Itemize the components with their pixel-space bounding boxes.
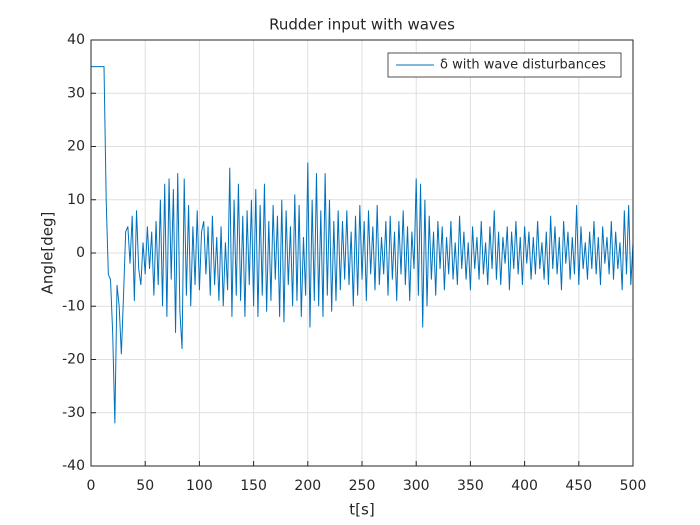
plot-frame xyxy=(90,39,634,467)
chart-title: Rudder input with waves xyxy=(269,16,455,34)
legend-label: δ with wave disturbances xyxy=(440,58,606,73)
y-tick-label: -10 xyxy=(62,298,85,314)
x-tick-label: 500 xyxy=(620,478,647,494)
x-axis-label: t[s] xyxy=(349,501,374,519)
x-tick-label: 150 xyxy=(240,478,267,494)
x-tick-label: 400 xyxy=(511,478,538,494)
y-axis-label: Angle[deg] xyxy=(39,212,57,295)
x-tick-label: 350 xyxy=(457,478,484,494)
x-tick-label: 250 xyxy=(349,478,376,494)
y-tick-label: -20 xyxy=(62,352,85,368)
x-tick-label: 450 xyxy=(565,478,592,494)
data-line xyxy=(91,66,634,424)
x-tick-label: 0 xyxy=(87,478,96,494)
x-tick-label: 50 xyxy=(136,478,154,494)
y-tick-label: 0 xyxy=(76,245,85,261)
y-tick-label: -40 xyxy=(62,458,85,474)
y-tick-label: 20 xyxy=(67,139,85,155)
y-tick-label: -30 xyxy=(62,405,85,421)
x-tick-label: 300 xyxy=(403,478,430,494)
x-tick-label: 100 xyxy=(186,478,213,494)
y-tick-label: 10 xyxy=(67,192,85,208)
x-tick-label: 200 xyxy=(294,478,321,494)
y-tick-label: 30 xyxy=(67,85,85,101)
y-tick-label: 40 xyxy=(67,32,85,48)
